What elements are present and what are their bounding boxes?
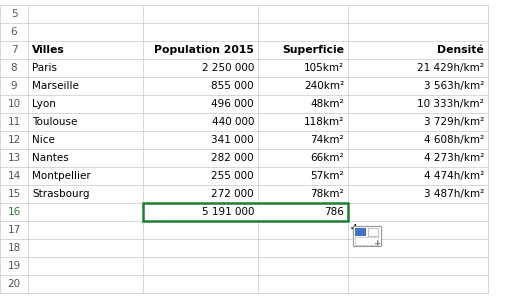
Text: 440 000: 440 000 <box>212 117 254 127</box>
Text: 5: 5 <box>11 9 18 19</box>
Text: 3 563h/km²: 3 563h/km² <box>424 81 484 91</box>
Text: Superficie: Superficie <box>282 45 344 55</box>
Bar <box>353 226 381 246</box>
Text: +: + <box>373 238 381 247</box>
Text: Nantes: Nantes <box>32 153 68 163</box>
Text: 18: 18 <box>7 243 21 253</box>
Text: 15: 15 <box>7 189 21 199</box>
Text: Lyon: Lyon <box>32 99 56 109</box>
Text: 48km²: 48km² <box>311 99 344 109</box>
Text: 786: 786 <box>324 207 344 217</box>
Text: Population 2015: Population 2015 <box>154 45 254 55</box>
Text: 282 000: 282 000 <box>211 153 254 163</box>
Text: 7: 7 <box>11 45 18 55</box>
Text: 66km²: 66km² <box>311 153 344 163</box>
Text: 13: 13 <box>7 153 21 163</box>
Text: 341 000: 341 000 <box>211 135 254 145</box>
Text: Toulouse: Toulouse <box>32 117 77 127</box>
Text: 57km²: 57km² <box>311 171 344 181</box>
Text: Montpellier: Montpellier <box>32 171 91 181</box>
Bar <box>355 228 366 236</box>
Text: 11: 11 <box>7 117 21 127</box>
Text: 496 000: 496 000 <box>211 99 254 109</box>
Text: 9: 9 <box>11 81 18 91</box>
Text: 4 474h/km²: 4 474h/km² <box>424 171 484 181</box>
Text: 255 000: 255 000 <box>211 171 254 181</box>
Text: Nice: Nice <box>32 135 55 145</box>
Text: 2 250 000: 2 250 000 <box>202 63 254 73</box>
Text: 3 729h/km²: 3 729h/km² <box>424 117 484 127</box>
Bar <box>143 203 348 221</box>
Text: 16: 16 <box>7 207 21 217</box>
Text: 118km²: 118km² <box>304 117 344 127</box>
Text: 17: 17 <box>7 225 21 235</box>
Text: 19: 19 <box>7 261 21 271</box>
Text: 6: 6 <box>11 27 18 37</box>
Text: 272 000: 272 000 <box>211 189 254 199</box>
Text: 3 487h/km²: 3 487h/km² <box>424 189 484 199</box>
Text: 4 273h/km²: 4 273h/km² <box>424 153 484 163</box>
Text: Strasbourg: Strasbourg <box>32 189 90 199</box>
Bar <box>368 228 379 236</box>
Text: 78km²: 78km² <box>311 189 344 199</box>
Text: 855 000: 855 000 <box>211 81 254 91</box>
Text: 10: 10 <box>7 99 21 109</box>
Text: 10 333h/km²: 10 333h/km² <box>417 99 484 109</box>
Text: 240km²: 240km² <box>304 81 344 91</box>
Text: Densité: Densité <box>437 45 484 55</box>
Text: 20: 20 <box>7 279 21 289</box>
Text: 14: 14 <box>7 171 21 181</box>
Text: Paris: Paris <box>32 63 57 73</box>
Text: 74km²: 74km² <box>311 135 344 145</box>
Text: 105km²: 105km² <box>304 63 344 73</box>
Text: 5 191 000: 5 191 000 <box>201 207 254 217</box>
Text: Villes: Villes <box>32 45 65 55</box>
Text: 21 429h/km²: 21 429h/km² <box>417 63 484 73</box>
Bar <box>355 237 378 244</box>
Text: 4 608h/km²: 4 608h/km² <box>424 135 484 145</box>
Text: +: + <box>350 222 360 235</box>
Text: 8: 8 <box>11 63 18 73</box>
Text: Marseille: Marseille <box>32 81 79 91</box>
Text: 12: 12 <box>7 135 21 145</box>
